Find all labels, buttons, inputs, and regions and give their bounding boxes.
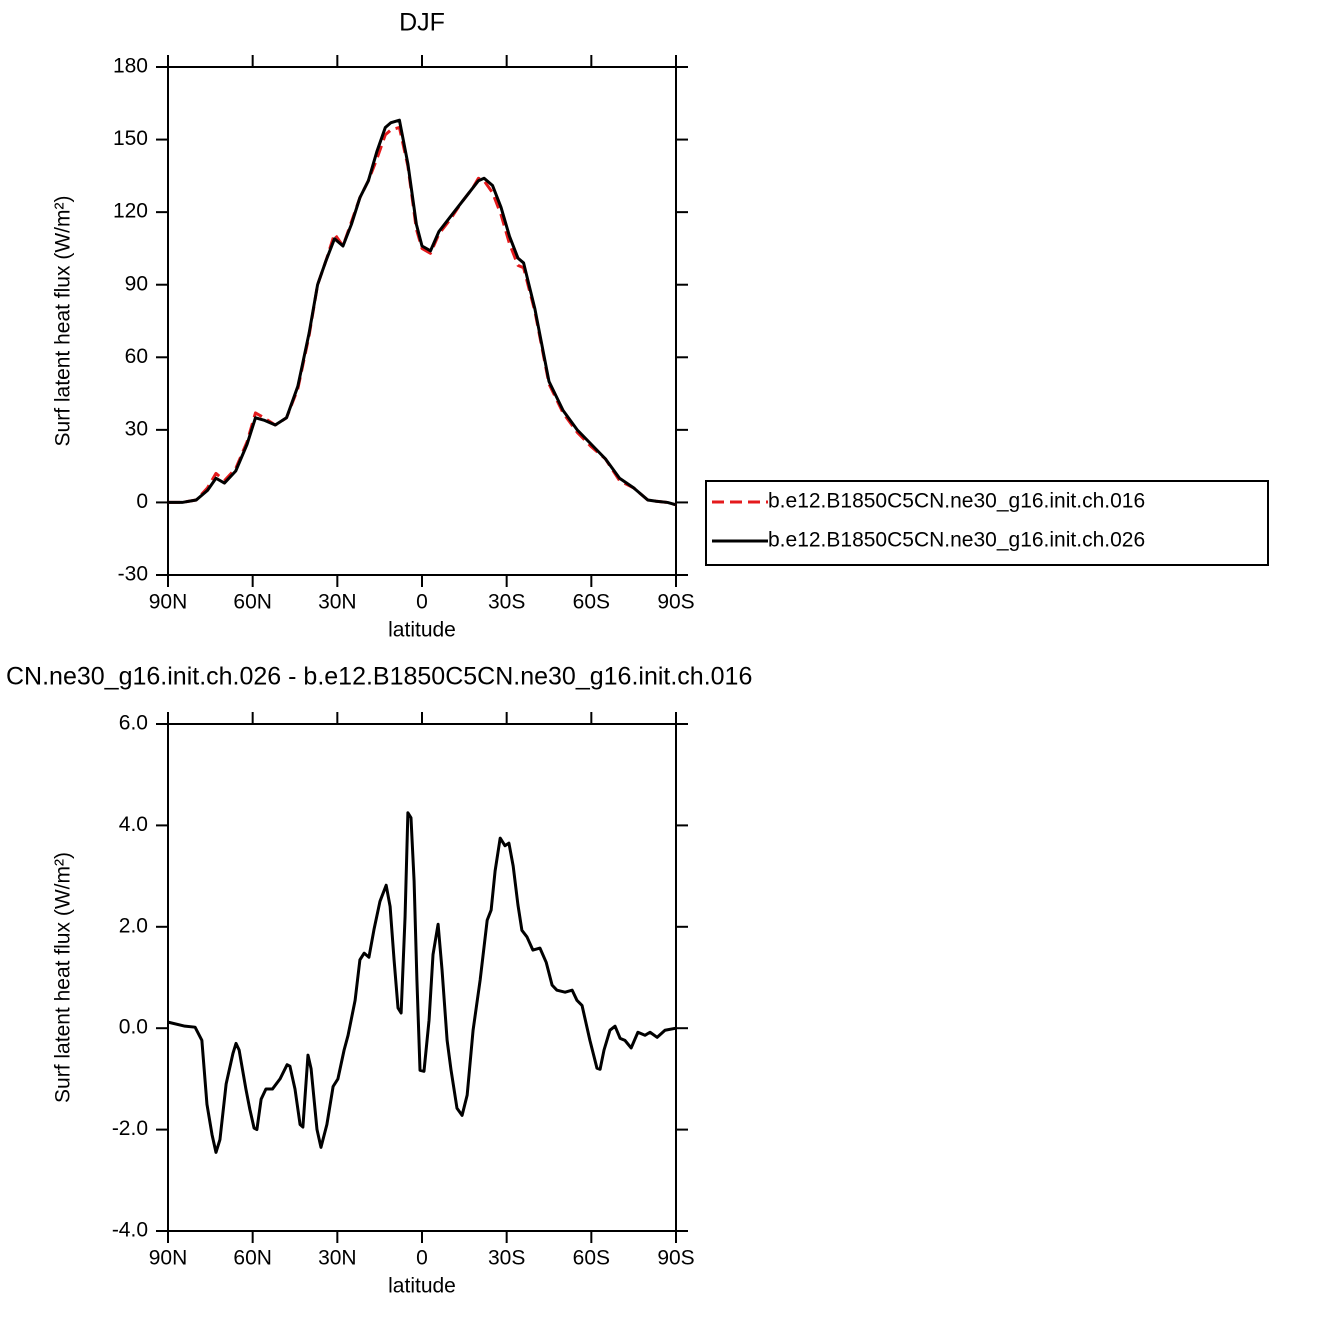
x-axis-label: latitude — [388, 1275, 456, 1298]
y-tick-label: 60 — [125, 345, 148, 368]
series-line — [167, 811, 677, 1154]
y-tick-label: 90 — [125, 272, 148, 295]
x-tick-label: 60N — [233, 1247, 272, 1270]
x-tick-label: 90N — [149, 591, 188, 614]
x-tick-label: 30S — [488, 591, 525, 614]
legend-label: b.e12.B1850C5CN.ne30_g16.init.ch.016 — [768, 490, 1145, 513]
series-line — [168, 118, 677, 507]
x-tick-label: 30S — [488, 1247, 525, 1270]
x-tick-label: 0 — [416, 591, 428, 614]
y-tick-label: 2.0 — [119, 914, 148, 937]
y-tick-label: 0.0 — [119, 1016, 148, 1039]
y-tick-label: 6.0 — [119, 712, 148, 735]
y-tick-label: 180 — [113, 55, 148, 78]
legend-box — [705, 480, 1269, 566]
x-tick-label: 60S — [573, 1247, 610, 1270]
legend-label: b.e12.B1850C5CN.ne30_g16.init.ch.026 — [768, 529, 1145, 552]
x-tick-label: 60N — [233, 591, 272, 614]
chart-title: DJF — [399, 9, 445, 37]
y-tick-label: 30 — [125, 417, 148, 440]
plot-frame — [167, 723, 677, 1232]
x-tick-label: 90N — [149, 1247, 188, 1270]
y-tick-label: 120 — [113, 200, 148, 223]
x-tick-label: 30N — [318, 1247, 357, 1270]
x-tick-label: 90S — [657, 1247, 694, 1270]
y-tick-label: -2.0 — [112, 1117, 148, 1140]
y-tick-label: -30 — [118, 563, 148, 586]
y-axis-label: Surf latent heat flux (W/m²) — [52, 852, 75, 1103]
x-tick-label: 30N — [318, 591, 357, 614]
x-axis-label: latitude — [388, 619, 456, 642]
y-axis-label: Surf latent heat flux (W/m²) — [52, 196, 75, 447]
x-tick-label: 90S — [657, 591, 694, 614]
y-tick-label: -4.0 — [112, 1219, 148, 1242]
x-tick-label: 0 — [416, 1247, 428, 1270]
x-tick-label: 60S — [573, 591, 610, 614]
y-tick-label: 0 — [136, 490, 148, 513]
y-tick-label: 4.0 — [119, 813, 148, 836]
chart-title: CN.ne30_g16.init.ch.026 - b.e12.B1850C5C… — [6, 663, 752, 691]
plot-frame — [167, 66, 677, 576]
y-tick-label: 150 — [113, 127, 148, 150]
